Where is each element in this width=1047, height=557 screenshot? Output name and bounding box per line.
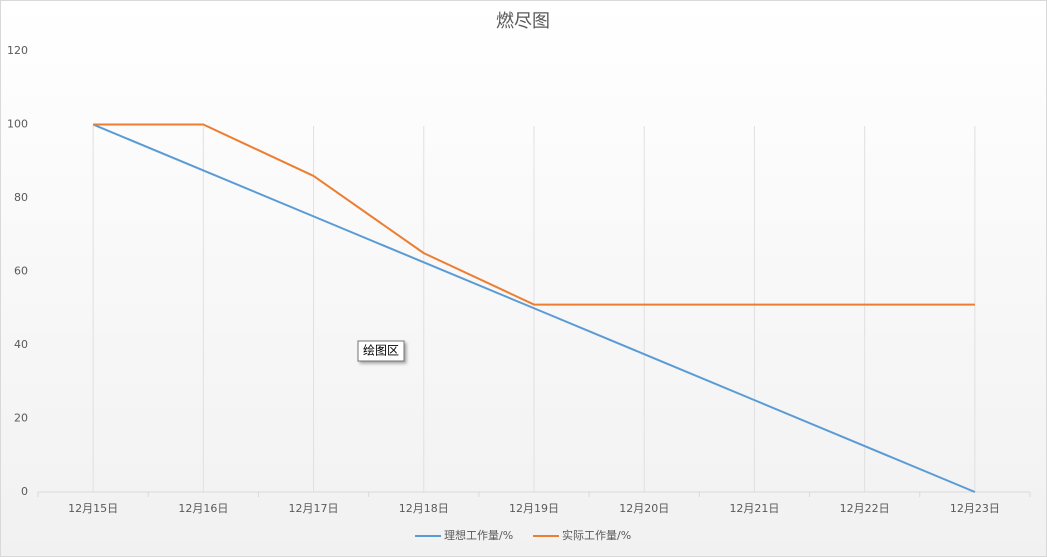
y-tick-label: 0: [21, 485, 28, 498]
y-tick-label: 60: [14, 265, 28, 278]
x-tick-label: 12月21日: [729, 502, 779, 515]
x-tick-label: 12月22日: [840, 502, 890, 515]
series-line: [93, 123, 975, 306]
x-tick-label: 12月17日: [289, 502, 339, 515]
x-tick-label: 12月16日: [178, 502, 228, 515]
y-tick-label: 20: [14, 412, 28, 425]
y-tick-label: 100: [7, 118, 28, 131]
y-tick-label: 80: [14, 191, 28, 204]
annotation-box: [357, 340, 405, 362]
x-tick-label: 12月18日: [399, 502, 449, 515]
legend-label: 实际工作量/%: [562, 528, 631, 542]
series-line: [92, 123, 976, 493]
y-tick-label: 120: [7, 44, 28, 57]
x-tick-label: 12月23日: [950, 502, 1000, 515]
annotation: 绘图区: [363, 343, 399, 358]
x-tick-label: 12月19日: [509, 502, 559, 515]
y-tick-label: 40: [14, 338, 28, 351]
legend-label: 理想工作量/%: [444, 528, 513, 542]
x-tick-label: 12月20日: [619, 502, 669, 515]
x-tick-label: 12月15日: [68, 502, 118, 515]
chart-title: 燃尽图: [496, 11, 550, 32]
